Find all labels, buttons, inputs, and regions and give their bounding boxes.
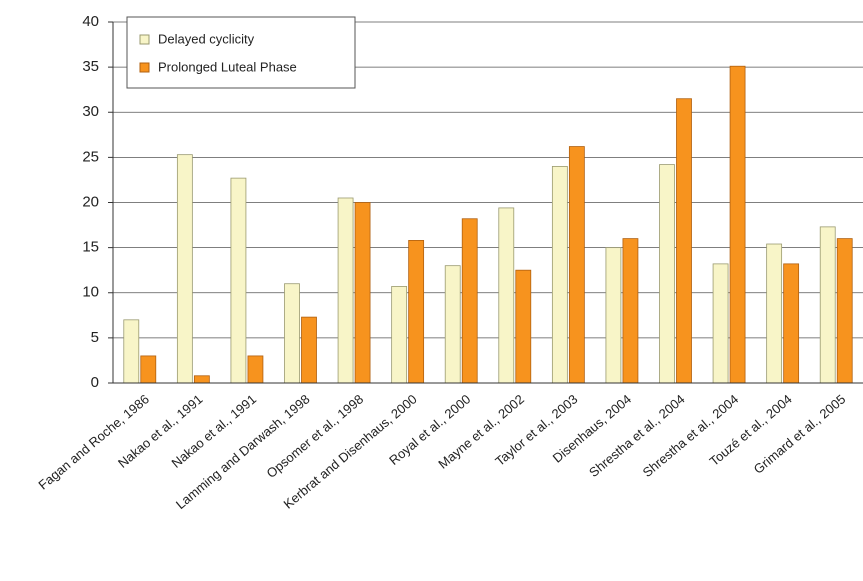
bar <box>247 355 264 384</box>
bar <box>676 98 692 384</box>
bar <box>461 218 478 384</box>
bar <box>301 316 317 384</box>
legend-label: Delayed cyclicity <box>158 31 255 46</box>
bar <box>836 238 853 384</box>
y-tick-label: 30 <box>82 103 99 120</box>
legend-swatch <box>139 34 150 45</box>
bar <box>729 65 746 384</box>
x-tick-label: Opsomer et al., 1998 <box>264 391 367 481</box>
bar <box>712 263 729 384</box>
bar <box>123 319 140 384</box>
legend-label: Prolonged Luteal Phase <box>158 59 297 74</box>
bar <box>551 165 568 384</box>
y-tick-label: 40 <box>82 13 99 30</box>
bar <box>568 146 585 384</box>
legend-box <box>126 16 356 89</box>
bar <box>605 247 622 384</box>
bar <box>337 197 354 384</box>
bar <box>193 375 210 384</box>
bar <box>766 243 783 384</box>
y-tick-label: 20 <box>82 193 99 210</box>
bar <box>622 238 639 384</box>
x-tick-label: Shrestha et al., 2004 <box>586 391 688 480</box>
bar <box>783 263 800 384</box>
y-tick-label: 5 <box>91 329 99 346</box>
bar <box>391 286 408 384</box>
bar <box>819 226 836 384</box>
x-tick-label: Shrestha et al., 2004 <box>640 391 742 480</box>
y-tick-label: 10 <box>82 284 99 301</box>
y-tick-label: 35 <box>82 58 99 75</box>
bar <box>354 202 371 384</box>
bar <box>140 355 157 384</box>
legend: Delayed cyclicity Prolonged Luteal Phase <box>126 16 356 89</box>
legend-swatch <box>139 62 150 73</box>
bar <box>408 240 425 384</box>
bar <box>498 207 515 384</box>
bar <box>176 154 193 384</box>
x-tick-label: Grimard et al., 2005 <box>751 391 849 476</box>
y-tick-label: 0 <box>91 374 99 391</box>
bar <box>444 265 461 384</box>
y-tick-label: 25 <box>82 148 99 165</box>
bar <box>284 283 300 384</box>
bar <box>659 164 675 384</box>
bar <box>230 177 247 384</box>
bar <box>515 269 532 384</box>
y-tick-label: 15 <box>82 239 99 256</box>
